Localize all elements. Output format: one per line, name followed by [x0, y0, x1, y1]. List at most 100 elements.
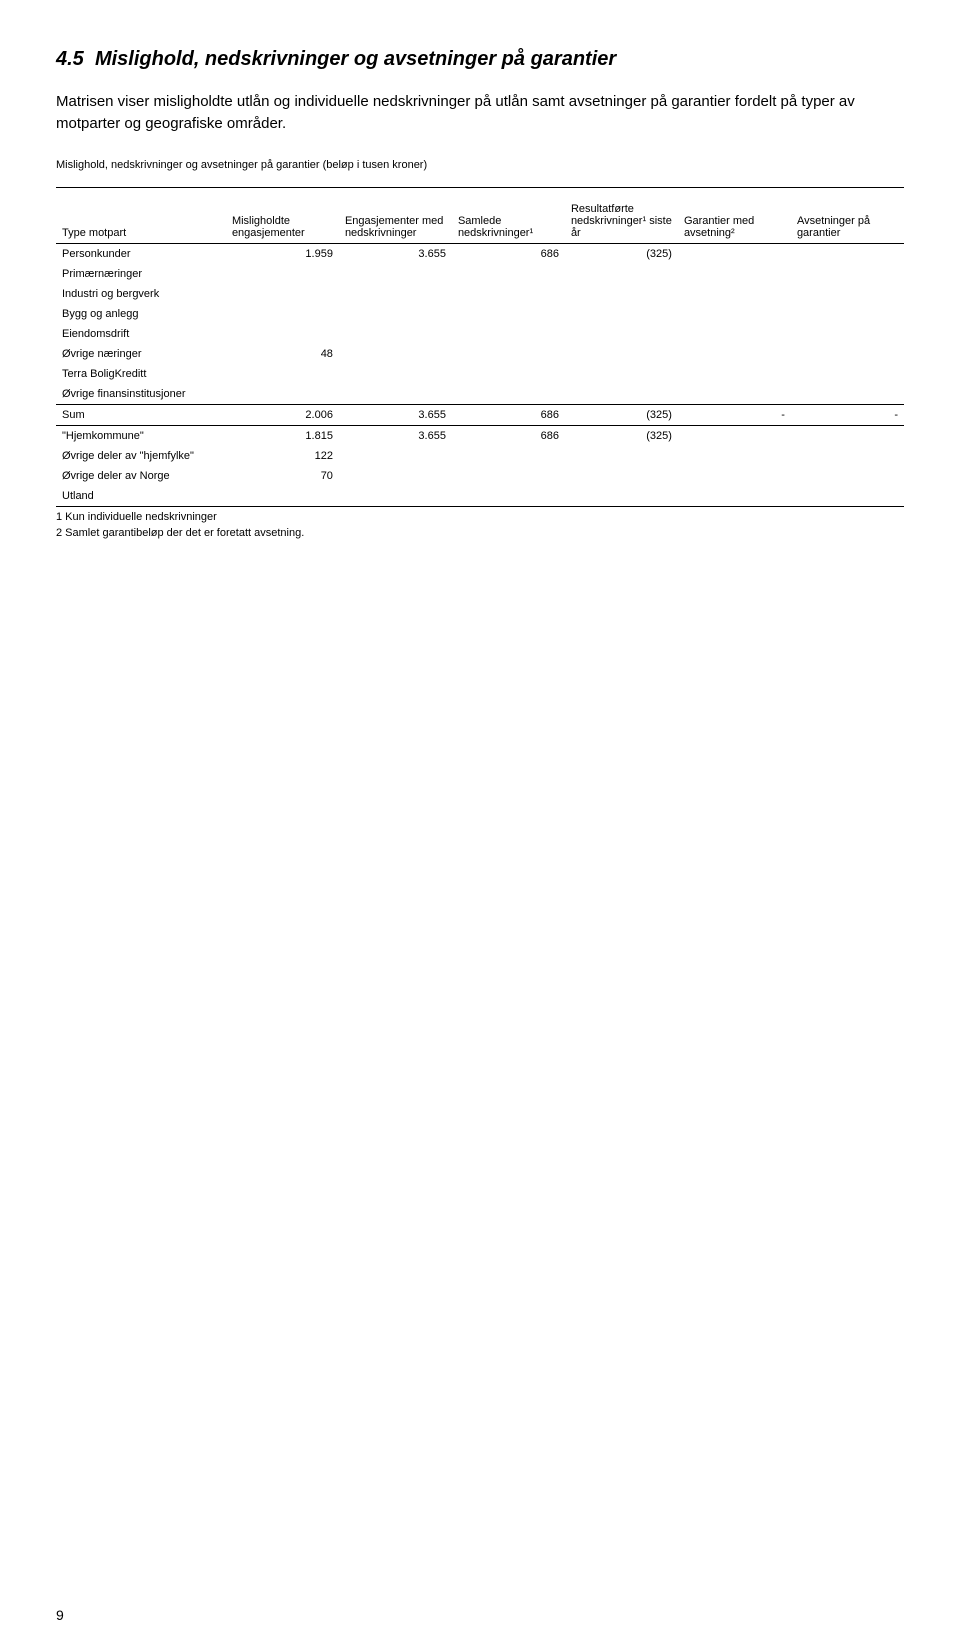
cell	[226, 486, 339, 507]
row-label: Primærnæringer	[56, 264, 226, 284]
cell: 686	[452, 425, 565, 446]
cell	[452, 304, 565, 324]
cell	[226, 264, 339, 284]
cell	[791, 324, 904, 344]
cell	[791, 264, 904, 284]
col-header: Samlede nedskrivninger¹	[452, 187, 565, 243]
cell	[226, 304, 339, 324]
table-row: "Hjemkommune"1.8153.655686(325)	[56, 425, 904, 446]
cell	[791, 486, 904, 507]
section-title: Mislighold, nedskrivninger og avsetninge…	[95, 48, 616, 70]
table-body: Personkunder1.9593.655686(325)Primærnæri…	[56, 243, 904, 506]
table-row: Personkunder1.9593.655686(325)	[56, 243, 904, 264]
cell: 3.655	[339, 404, 452, 425]
cell	[678, 264, 791, 284]
cell: 686	[452, 404, 565, 425]
cell	[452, 344, 565, 364]
row-label: "Hjemkommune"	[56, 425, 226, 446]
cell	[339, 344, 452, 364]
table-caption: Mislighold, nedskrivninger og avsetninge…	[56, 159, 904, 171]
cell	[226, 324, 339, 344]
cell: 48	[226, 344, 339, 364]
footnote: 2 Samlet garantibeløp der det er foretat…	[56, 527, 904, 539]
table-row: Sum2.0063.655686(325)--	[56, 404, 904, 425]
cell	[678, 304, 791, 324]
cell: 1.959	[226, 243, 339, 264]
table-row: Øvrige finansinstitusjoner	[56, 384, 904, 405]
cell	[565, 304, 678, 324]
cell	[452, 486, 565, 507]
cell	[339, 466, 452, 486]
cell	[339, 364, 452, 384]
col-header: Misligholdte engasjementer	[226, 187, 339, 243]
cell	[565, 446, 678, 466]
cell	[791, 364, 904, 384]
cell	[565, 284, 678, 304]
cell	[339, 486, 452, 507]
cell	[339, 384, 452, 405]
cell	[452, 384, 565, 405]
cell	[339, 304, 452, 324]
cell	[452, 264, 565, 284]
row-label: Personkunder	[56, 243, 226, 264]
cell: 122	[226, 446, 339, 466]
cell	[791, 304, 904, 324]
cell	[791, 384, 904, 405]
table-row: Øvrige næringer48	[56, 344, 904, 364]
row-label: Sum	[56, 404, 226, 425]
row-label: Utland	[56, 486, 226, 507]
cell: 3.655	[339, 243, 452, 264]
row-label: Industri og bergverk	[56, 284, 226, 304]
col-header: Garantier med avsetning²	[678, 187, 791, 243]
cell	[678, 425, 791, 446]
cell	[791, 466, 904, 486]
cell: (325)	[565, 425, 678, 446]
section-number: 4.5	[56, 48, 84, 70]
cell	[791, 243, 904, 264]
cell	[678, 243, 791, 264]
cell	[339, 324, 452, 344]
cell: 1.815	[226, 425, 339, 446]
row-label: Eiendomsdrift	[56, 324, 226, 344]
cell	[678, 344, 791, 364]
cell	[452, 364, 565, 384]
col-header: Engasjementer med nedskrivninger	[339, 187, 452, 243]
table-row: Utland	[56, 486, 904, 507]
cell	[226, 384, 339, 405]
cell	[226, 364, 339, 384]
cell	[565, 324, 678, 344]
cell	[791, 344, 904, 364]
cell	[678, 446, 791, 466]
cell	[678, 466, 791, 486]
cell	[339, 284, 452, 304]
cell: 686	[452, 243, 565, 264]
table-header-row: Type motpart Misligholdte engasjementer …	[56, 187, 904, 243]
cell	[791, 425, 904, 446]
cell	[226, 284, 339, 304]
table-row: Øvrige deler av "hjemfylke"122	[56, 446, 904, 466]
cell	[452, 466, 565, 486]
cell	[678, 384, 791, 405]
section-intro: Matrisen viser misligholdte utlån og ind…	[56, 91, 876, 135]
cell	[339, 264, 452, 284]
table-row: Primærnæringer	[56, 264, 904, 284]
row-label: Øvrige finansinstitusjoner	[56, 384, 226, 405]
cell	[452, 446, 565, 466]
page-number: 9	[56, 1607, 64, 1623]
cell: (325)	[565, 404, 678, 425]
col-header: Type motpart	[56, 187, 226, 243]
table-row: Øvrige deler av Norge70	[56, 466, 904, 486]
table-row: Bygg og anlegg	[56, 304, 904, 324]
row-label: Øvrige deler av Norge	[56, 466, 226, 486]
cell	[565, 486, 678, 507]
cell	[565, 364, 678, 384]
cell	[452, 284, 565, 304]
cell	[678, 324, 791, 344]
cell	[678, 486, 791, 507]
cell	[678, 364, 791, 384]
cell: 70	[226, 466, 339, 486]
row-label: Bygg og anlegg	[56, 304, 226, 324]
cell: -	[791, 404, 904, 425]
cell	[565, 384, 678, 405]
cell	[565, 344, 678, 364]
